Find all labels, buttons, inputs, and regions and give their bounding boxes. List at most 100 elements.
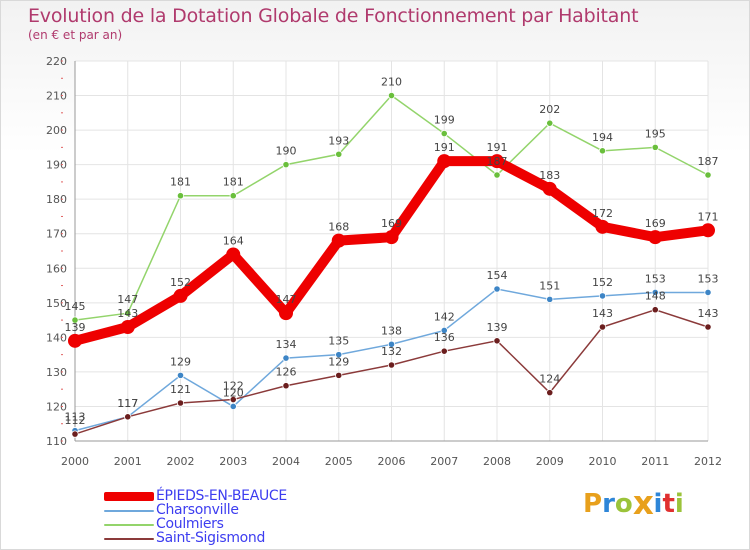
series-point xyxy=(704,171,712,179)
series-point xyxy=(440,129,448,138)
series-point xyxy=(124,309,132,317)
y-tick-label: 110 xyxy=(46,435,67,448)
y-tick-label: 190 xyxy=(46,159,67,172)
data-label: 138 xyxy=(381,324,402,337)
data-label: 181 xyxy=(170,176,191,189)
y-tick-label: 220 xyxy=(46,55,67,68)
y-tick-label: 150 xyxy=(46,297,67,310)
logo-letter: P xyxy=(583,489,603,519)
series-point xyxy=(384,230,399,245)
data-label: 152 xyxy=(592,276,613,289)
data-label: 136 xyxy=(434,331,455,344)
y-tick-label: 140 xyxy=(46,331,67,344)
series-point xyxy=(493,285,501,293)
logo-letter: i xyxy=(653,489,663,519)
y-tick-label: 180 xyxy=(46,193,67,206)
series-point xyxy=(282,354,290,362)
data-label: 121 xyxy=(170,383,191,396)
series-point xyxy=(440,326,448,335)
data-label: 154 xyxy=(487,269,508,282)
series-point xyxy=(651,288,659,297)
series-point xyxy=(282,382,290,390)
logo-letter: t xyxy=(662,489,675,519)
data-label: 153 xyxy=(645,272,666,285)
data-label: 202 xyxy=(539,103,560,116)
data-label: 181 xyxy=(223,176,244,189)
series-point xyxy=(704,323,712,331)
x-tick-label: 2009 xyxy=(536,455,564,468)
series-point xyxy=(598,292,607,300)
data-label: 129 xyxy=(328,355,349,368)
series-point xyxy=(71,430,79,438)
series-point xyxy=(546,119,554,127)
series-point xyxy=(124,413,132,421)
data-label: 122 xyxy=(223,380,244,393)
series-point xyxy=(595,219,610,234)
proxiti-logo: Proxiti xyxy=(583,485,684,523)
data-label: 193 xyxy=(328,134,349,147)
data-label: 171 xyxy=(698,210,719,223)
series-point xyxy=(176,192,185,200)
series-point xyxy=(335,371,343,379)
data-label: 135 xyxy=(328,335,349,348)
data-label: 147 xyxy=(276,293,297,306)
logo-letter: i xyxy=(674,489,684,519)
data-label: 191 xyxy=(434,141,455,154)
legend-label: Charsonville xyxy=(156,502,239,518)
series-point xyxy=(173,288,188,303)
data-label: 142 xyxy=(434,310,455,323)
series-point xyxy=(704,288,712,297)
legend-label: ÉPIEDS-EN-BEAUCE xyxy=(156,488,287,504)
series-point xyxy=(120,320,135,334)
data-label: 139 xyxy=(487,321,508,334)
series-point xyxy=(437,154,452,169)
x-tick-label: 2004 xyxy=(272,455,300,468)
data-label: 187 xyxy=(487,155,508,168)
data-label: 151 xyxy=(539,279,560,292)
data-label: 148 xyxy=(645,290,666,303)
series-point xyxy=(387,340,396,348)
data-label: 112 xyxy=(65,414,86,427)
series-point xyxy=(282,161,290,169)
data-label: 147 xyxy=(117,293,138,306)
legend-swatch xyxy=(104,538,154,540)
series-point xyxy=(229,192,237,200)
data-label: 134 xyxy=(276,338,297,351)
legend-label: Saint-Sigismond xyxy=(156,530,266,546)
data-label: 143 xyxy=(117,307,138,320)
data-label: 143 xyxy=(592,307,613,320)
x-tick-label: 2001 xyxy=(114,455,142,468)
series-point xyxy=(440,347,448,355)
data-label: 129 xyxy=(170,355,191,368)
data-label: 210 xyxy=(381,76,402,89)
data-label: 145 xyxy=(65,300,86,313)
data-label: 120 xyxy=(223,386,244,399)
series-point xyxy=(68,333,82,348)
series-point xyxy=(648,230,663,245)
data-label: 172 xyxy=(592,207,613,220)
y-tick-label: 160 xyxy=(46,262,67,275)
series-point xyxy=(490,154,504,169)
series-point xyxy=(493,171,501,179)
data-label: 194 xyxy=(592,131,613,144)
series-point xyxy=(279,306,293,321)
y-tick-label: 130 xyxy=(46,366,67,379)
data-label: 195 xyxy=(645,127,666,140)
series-point xyxy=(701,223,715,238)
series-point xyxy=(229,402,237,411)
data-label: 152 xyxy=(170,276,191,289)
legend-swatch xyxy=(104,510,154,512)
x-tick-label: 2012 xyxy=(694,455,722,468)
series-point xyxy=(176,399,185,407)
x-tick-label: 2008 xyxy=(483,455,511,468)
series-point xyxy=(546,389,554,397)
x-tick-label: 2011 xyxy=(641,455,669,468)
legend-label: Coulmiers xyxy=(156,516,224,532)
data-label: 183 xyxy=(539,169,560,182)
series-point xyxy=(335,150,343,158)
logo-letter: r xyxy=(602,489,615,519)
x-tick-label: 2003 xyxy=(219,455,247,468)
x-tick-label: 2010 xyxy=(589,455,617,468)
